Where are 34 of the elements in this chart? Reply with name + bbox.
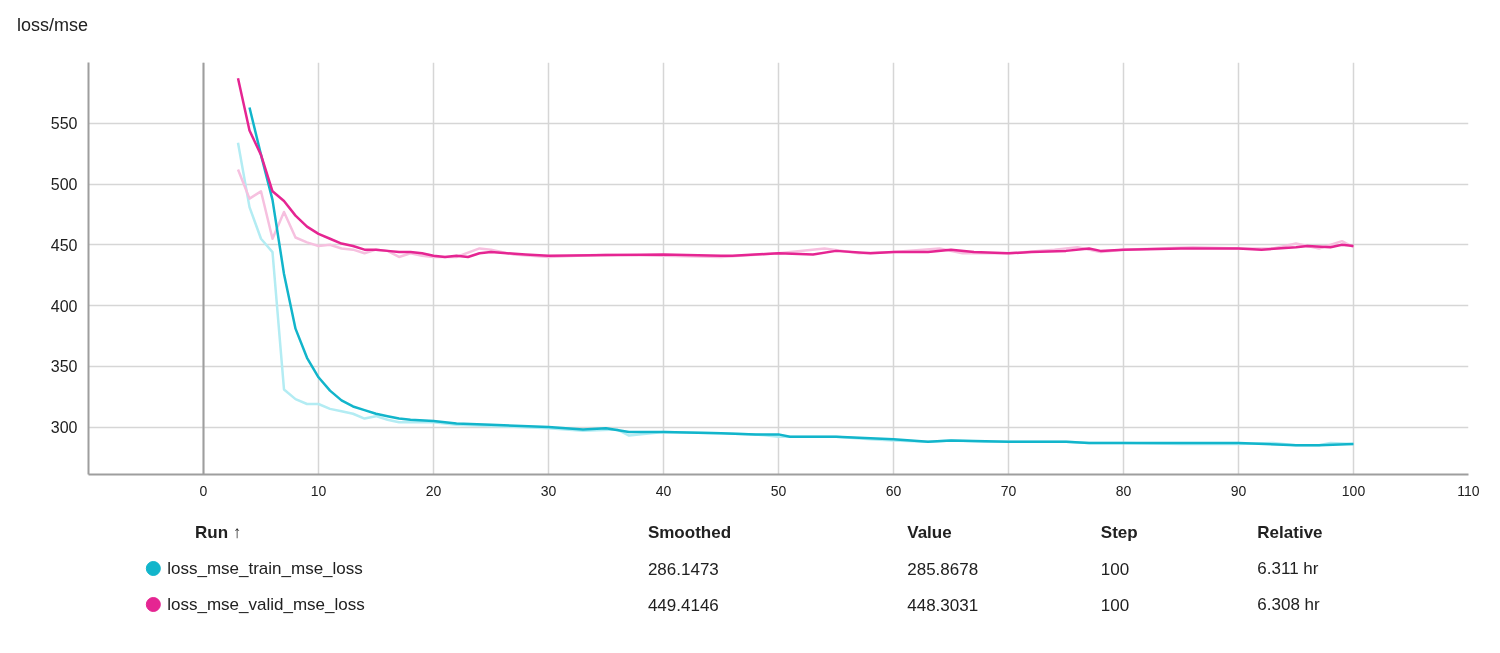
text: 286.1473 bbox=[647, 559, 719, 579]
text: Step bbox=[1100, 523, 1138, 542]
text: 100 bbox=[1100, 595, 1130, 615]
x-tick-label: 20 bbox=[425, 482, 442, 499]
text: Run ↑ bbox=[195, 523, 242, 542]
legend-label: loss_mse_valid_mse_loss bbox=[167, 595, 365, 614]
text: 448.3031 bbox=[907, 595, 979, 615]
legend-label: loss_mse_train_mse_loss bbox=[167, 559, 363, 578]
text: Relative bbox=[1257, 523, 1323, 542]
x-tick-label: 100 bbox=[1341, 482, 1366, 499]
x-tick-label: 10 bbox=[310, 482, 327, 499]
chart-title: loss/mse bbox=[16, 14, 89, 37]
x-tick-label: 60 bbox=[885, 482, 902, 499]
text: 449.4146 bbox=[647, 595, 719, 615]
x-tick-label: 50 bbox=[770, 482, 787, 499]
y-tick-label: 400 bbox=[50, 297, 78, 315]
text: 100 bbox=[1100, 559, 1130, 579]
x-tick-label: 110 bbox=[1457, 482, 1480, 499]
x-tick-label: 0 bbox=[199, 482, 208, 499]
x-tick-label: 30 bbox=[540, 482, 557, 499]
text: Smoothed bbox=[647, 523, 732, 542]
x-tick-label: 90 bbox=[1230, 482, 1247, 499]
text: 285.8678 bbox=[907, 559, 979, 579]
x-tick-label: 80 bbox=[1115, 482, 1132, 499]
y-tick-label: 350 bbox=[50, 358, 78, 376]
y-tick-label: 300 bbox=[50, 419, 78, 437]
x-tick-label: 70 bbox=[1000, 482, 1017, 499]
text: Value bbox=[907, 523, 952, 542]
y-tick-label: 450 bbox=[50, 236, 78, 254]
text: 6.311 hr bbox=[1257, 559, 1319, 578]
x-tick-label: 40 bbox=[655, 482, 672, 499]
y-tick-label: 500 bbox=[50, 176, 78, 194]
y-tick-label: 550 bbox=[50, 115, 78, 133]
text: 6.308 hr bbox=[1257, 595, 1321, 614]
